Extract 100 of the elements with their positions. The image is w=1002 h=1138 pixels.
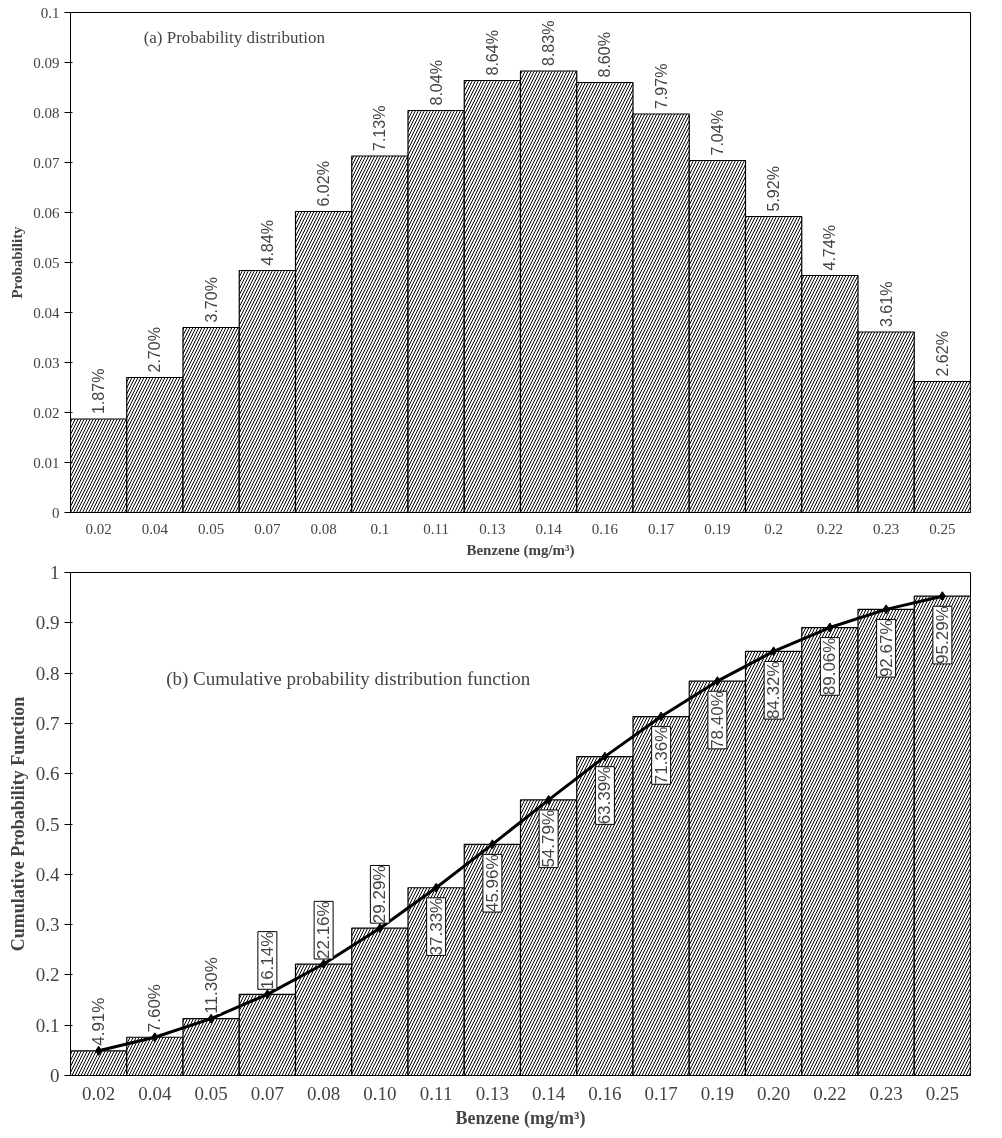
x-tick-label: 0.22 — [816, 520, 843, 537]
x-tick-label: 0.11 — [419, 1082, 453, 1104]
point — [882, 604, 890, 615]
x-tick-label: 0.04 — [141, 520, 169, 537]
x-tick-label: 0.05 — [194, 1082, 228, 1104]
data-label: 71.36% — [651, 726, 671, 785]
data-label: 7.13% — [371, 105, 389, 151]
data-label: 4.91% — [89, 997, 109, 1046]
data-label: 37.33% — [426, 897, 446, 956]
point — [770, 646, 778, 657]
point — [376, 923, 384, 934]
data-label: 84.32% — [764, 661, 784, 720]
y-axis-title: Cumulative Probability Function — [7, 696, 28, 952]
x-axis-title: Benzene (mg/m³) — [455, 1107, 586, 1129]
y-axis-title: Probability — [9, 225, 26, 299]
data-label: 4.84% — [258, 220, 276, 266]
data-label: 2.70% — [146, 327, 164, 373]
x-tick-label: 0.10 — [363, 1082, 397, 1104]
y-tick-label: 0.1 — [40, 4, 60, 21]
x-tick-label: 0.2 — [764, 520, 783, 537]
y-tick-label: 1 — [50, 562, 60, 583]
data-label: 8.83% — [540, 20, 558, 66]
data-label: 95.29% — [932, 606, 952, 664]
x-tick-label: 0.25 — [925, 1082, 959, 1104]
y-tick-label: 0.08 — [33, 104, 60, 121]
x-tick-label: 0.17 — [648, 520, 675, 537]
y-tick-label: 0.4 — [35, 863, 60, 885]
data-label: 8.60% — [596, 32, 614, 78]
x-tick-label: 0.05 — [198, 520, 225, 537]
y-tick-label: 0.6 — [35, 763, 60, 785]
x-tick-label: 0.20 — [757, 1082, 791, 1104]
point — [488, 839, 496, 850]
data-label: 92.67% — [876, 619, 896, 678]
data-label: 22.16% — [314, 901, 334, 960]
x-tick-label: 0.19 — [700, 1082, 734, 1104]
y-tick-label: 0.02 — [33, 404, 60, 421]
data-label: 3.70% — [202, 277, 220, 323]
data-label: 11.30% — [201, 957, 221, 1014]
point — [263, 989, 271, 1000]
point — [938, 591, 946, 602]
data-label: 29.29% — [370, 865, 390, 924]
x-tick-label: 0.23 — [873, 520, 900, 537]
y-tick-label: 0.01 — [33, 454, 60, 471]
y-tick-label: 0.03 — [33, 354, 60, 371]
x-tick-label: 0.07 — [250, 1082, 284, 1104]
data-label: 6.02% — [315, 161, 333, 207]
x-tick-label: 0.11 — [423, 520, 449, 537]
x-tick-label: 0.16 — [591, 520, 619, 537]
x-tick-label: 0.19 — [704, 520, 731, 537]
y-tick-label: 0.06 — [33, 204, 60, 221]
point — [545, 794, 553, 805]
x-tick-label: 0.08 — [310, 520, 337, 537]
y-tick-label: 0.7 — [35, 712, 60, 734]
data-label: 3.61% — [877, 281, 895, 327]
y-tick-label: 0.09 — [33, 54, 60, 71]
data-label: 4.74% — [821, 225, 839, 271]
text: (a) Probability distribution — [143, 28, 326, 47]
data-label: 63.39% — [595, 766, 615, 825]
y-tick-label: 0.05 — [33, 254, 60, 271]
point — [657, 711, 665, 722]
x-tick-label: 0.02 — [85, 520, 112, 537]
x-tick-label: 0.07 — [254, 520, 281, 537]
point — [713, 676, 721, 687]
point — [151, 1032, 159, 1043]
data-label: 1.87% — [90, 368, 108, 414]
y-tick-label: 0.9 — [35, 612, 60, 634]
x-tick-label: 0.04 — [138, 1082, 172, 1104]
y-tick-label: 0 — [52, 504, 60, 521]
data-label: 78.40% — [707, 691, 727, 749]
data-label: 89.06% — [820, 637, 840, 696]
x-tick-label: 0.13 — [475, 1082, 509, 1104]
y-tick-label: 0 — [50, 1065, 60, 1086]
point — [826, 622, 834, 633]
x-tick-label: 0.25 — [929, 520, 956, 537]
x-tick-label: 0.14 — [535, 520, 563, 537]
y-tick-label: 0.5 — [35, 813, 60, 835]
x-axis-title: Benzene (mg/m³) — [466, 541, 575, 559]
data-label: 7.97% — [652, 63, 670, 109]
y-tick-label: 0.1 — [35, 1014, 60, 1036]
x-tick-label: 0.17 — [644, 1082, 678, 1104]
y-tick-label: 0.04 — [33, 304, 60, 321]
y-tick-label: 0.8 — [35, 662, 60, 684]
data-label: 2.62% — [933, 331, 951, 377]
point — [95, 1045, 103, 1056]
data-label: 45.96% — [482, 854, 502, 913]
x-tick-label: 0.23 — [869, 1082, 903, 1104]
y-tick-label: 0.3 — [35, 914, 60, 936]
x-tick-label: 0.13 — [479, 520, 506, 537]
point — [207, 1013, 215, 1024]
data-label: 7.04% — [708, 110, 726, 156]
data-label: 5.92% — [765, 166, 783, 212]
data-label: 7.60% — [145, 984, 165, 1033]
y-tick-label: 0.07 — [33, 154, 60, 171]
x-tick-label: 0.16 — [588, 1082, 622, 1104]
data-label: 54.79% — [539, 809, 559, 868]
x-tick-label: 0.22 — [813, 1082, 847, 1104]
data-label: 8.64% — [483, 30, 501, 76]
x-tick-label: 0.14 — [532, 1082, 566, 1104]
data-label: 8.04% — [427, 60, 445, 106]
y-tick-label: 0.2 — [35, 964, 60, 986]
